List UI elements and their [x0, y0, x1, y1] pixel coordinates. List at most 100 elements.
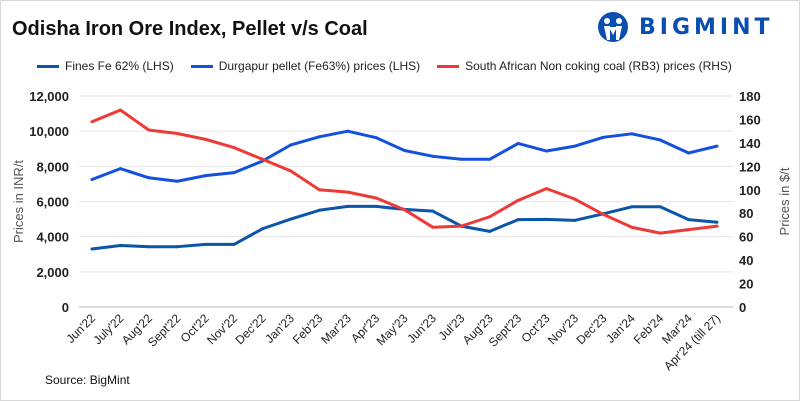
- data-point: [687, 228, 691, 232]
- series-south: [90, 108, 719, 235]
- data-point: [289, 143, 293, 147]
- source-note: Source: BigMint: [45, 373, 130, 387]
- x-tick-label: Dec'22: [233, 311, 269, 347]
- data-point: [260, 157, 264, 161]
- data-point: [715, 224, 719, 228]
- x-tick-label: May'23: [374, 311, 411, 348]
- data-point: [289, 217, 293, 221]
- data-point: [147, 245, 151, 249]
- data-point: [459, 224, 463, 228]
- data-point: [289, 169, 293, 173]
- legend-item: Durgapur pellet (Fe63%) prices (LHS): [190, 59, 421, 73]
- y2-tick-label: 160: [739, 112, 761, 127]
- data-point: [232, 242, 236, 246]
- data-point: [516, 141, 520, 145]
- data-point: [573, 218, 577, 222]
- y-tick-label: 0: [62, 300, 69, 315]
- data-point: [630, 205, 634, 209]
- legend-swatch: [437, 64, 460, 68]
- data-point: [488, 215, 492, 219]
- series-fines: [90, 204, 719, 251]
- y2-tick-label: 120: [739, 159, 761, 174]
- data-point: [317, 135, 321, 139]
- x-tick-label: July'22: [90, 311, 126, 347]
- data-point: [431, 154, 435, 158]
- data-point: [403, 149, 406, 153]
- data-point: [658, 231, 662, 235]
- y2-axis-label: Prices in $/t: [777, 167, 792, 235]
- data-point: [630, 225, 634, 229]
- data-point: [118, 243, 122, 247]
- data-point: [317, 188, 321, 192]
- legend-label: South African Non coking coal (RB3) pric…: [465, 59, 732, 73]
- series-line: [91, 129, 718, 183]
- data-point: [147, 176, 151, 180]
- data-point: [346, 204, 350, 208]
- x-tick-label: Nov'22: [204, 311, 240, 347]
- data-point: [90, 247, 94, 251]
- y2-tick-label: 140: [739, 136, 761, 151]
- x-tick-label: Jun'23: [404, 311, 439, 346]
- data-point: [204, 174, 208, 178]
- bigmint-logo: BIGMINT: [597, 11, 774, 43]
- logo-text: BIGMINT: [639, 14, 774, 40]
- data-point: [175, 245, 179, 249]
- series-line: [91, 204, 718, 251]
- data-point: [90, 178, 94, 182]
- legend-swatch: [190, 64, 213, 68]
- x-tick-label: Sept'23: [486, 311, 525, 350]
- data-point: [374, 196, 378, 200]
- data-point: [573, 197, 577, 201]
- data-point: [175, 132, 179, 136]
- data-point: [715, 144, 719, 148]
- y-axis-label: Prices in INR/t: [11, 160, 26, 243]
- y2-tick-label: 180: [739, 89, 761, 104]
- data-point: [658, 205, 662, 209]
- data-point: [687, 218, 691, 222]
- data-point: [204, 137, 208, 141]
- data-point: [488, 157, 492, 161]
- data-point: [630, 132, 634, 136]
- x-tick-label: Mar'23: [318, 311, 354, 347]
- legend-label: Durgapur pellet (Fe63%) prices (LHS): [218, 59, 421, 73]
- data-point: [573, 144, 577, 148]
- y-tick-label: 8,000: [36, 159, 69, 174]
- data-point: [260, 227, 264, 231]
- series-line: [91, 108, 718, 235]
- data-point: [374, 204, 378, 208]
- x-tick-label: Jan'24: [603, 311, 638, 346]
- y-tick-label: 2,000: [36, 265, 69, 280]
- data-point: [346, 129, 350, 133]
- x-tick-label: Sept'22: [145, 311, 184, 350]
- data-point: [232, 146, 236, 150]
- y2-tick-label: 40: [739, 253, 753, 268]
- y2-tick-label: 20: [739, 277, 753, 292]
- data-point: [118, 167, 122, 171]
- data-point: [175, 179, 179, 183]
- data-point: [601, 135, 605, 139]
- data-point: [317, 208, 321, 212]
- legend-item: South African Non coking coal (RB3) pric…: [437, 59, 732, 73]
- y2-tick-label: 100: [739, 183, 761, 198]
- y-tick-label: 12,000: [29, 89, 69, 104]
- data-point: [516, 198, 520, 202]
- x-tick-label: Feb'24: [631, 311, 667, 347]
- legend-item: Fines Fe 62% (LHS): [37, 59, 174, 73]
- data-point: [346, 190, 350, 194]
- y2-tick-label: 60: [739, 230, 753, 245]
- data-point: [431, 209, 435, 213]
- x-tick-label: Feb'23: [290, 311, 326, 347]
- bigmint-logo-icon: [598, 12, 628, 42]
- data-point: [715, 220, 719, 224]
- data-point: [545, 149, 549, 153]
- legend-label: Fines Fe 62% (LHS): [65, 59, 174, 73]
- data-point: [90, 120, 94, 124]
- data-point: [459, 157, 463, 161]
- series-durgapur: [90, 129, 719, 183]
- y-tick-label: 10,000: [29, 124, 69, 139]
- data-point: [658, 138, 662, 142]
- data-point: [147, 128, 151, 132]
- y-tick-label: 4,000: [36, 230, 69, 245]
